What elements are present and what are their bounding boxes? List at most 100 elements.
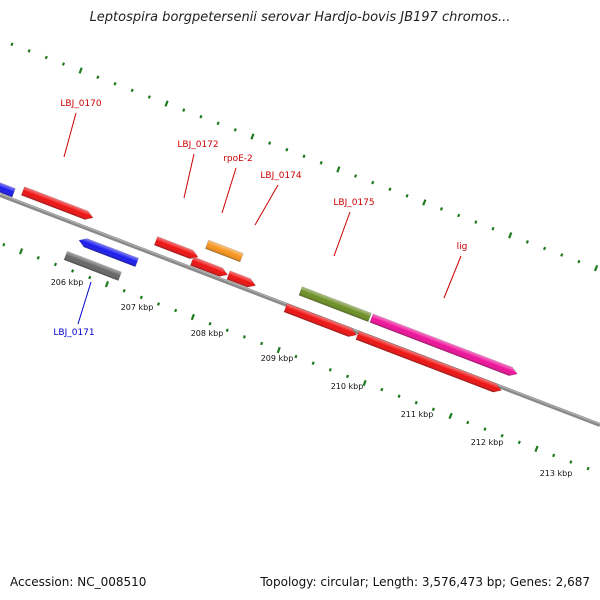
inner-tick-mark — [139, 295, 143, 300]
inner-tick-mark — [208, 321, 212, 326]
outer-tick-mark — [182, 108, 186, 112]
LBJ_0171-gene[interactable] — [77, 236, 139, 268]
outer-tick-mark — [525, 240, 529, 244]
inner-tick-mark — [71, 269, 75, 273]
gene-label[interactable]: LBJ_0172 — [177, 140, 218, 150]
inner-tick-mark — [294, 354, 298, 359]
LBJ_0171-cds[interactable] — [63, 250, 122, 281]
gene-label[interactable]: LBJ_0175 — [333, 198, 374, 208]
inner-tick-mark — [586, 466, 590, 471]
outer-tick-mark — [130, 88, 134, 93]
tick-label: 209 kbp — [261, 354, 294, 363]
inner-tick-mark — [517, 440, 521, 445]
outer-tick-mark — [61, 62, 66, 66]
outer-tick-mark — [336, 166, 341, 173]
gene-label[interactable]: LBJ_0174 — [260, 171, 302, 181]
label-layer: LBJ_0170 LBJ_0172 rpoE-2 LBJ_0174 LBJ_0175li… — [53, 99, 467, 338]
outer-tick-mark — [593, 264, 599, 272]
outer-tick-mark — [371, 180, 375, 185]
outer-tick-mark — [44, 55, 48, 60]
outer-tick-mark — [491, 226, 495, 231]
inner-tick-mark — [276, 346, 281, 354]
inner-tick-mark — [2, 242, 6, 247]
outer-tick-mark — [216, 121, 220, 126]
inner-tick-mark — [156, 302, 161, 306]
inner-tick-mark — [345, 374, 350, 379]
outer-tick-mark — [474, 220, 478, 224]
outer-tick-mark — [457, 213, 461, 218]
tick-label: 207 kbp — [121, 303, 154, 312]
inner-tick-mark — [88, 275, 92, 280]
inner-tick-mark — [414, 400, 418, 405]
outer-tick-mark — [577, 259, 581, 264]
inner-tick-mark — [448, 412, 453, 420]
rpoE-2-gene[interactable] — [205, 239, 244, 263]
outer-tick-mark — [27, 49, 31, 53]
LBJ_0174-gene[interactable] — [226, 270, 257, 290]
accession-text: Accession: NC_008510 — [10, 575, 147, 589]
inner-tick-mark — [174, 308, 178, 313]
inner-tick-mark — [362, 379, 367, 387]
outer-tick-mark — [250, 133, 255, 140]
outer-tick-mark — [353, 174, 358, 178]
map-title: Leptospira borgpetersenii serovar Hardjo… — [89, 10, 511, 25]
outer-tick-mark — [405, 194, 409, 198]
tick-dot-layer: 206 kbp 207 kbp 208 kbp 209 kbp 210 kbp 211 k… — [2, 42, 599, 478]
left-edge-gene[interactable] — [0, 180, 16, 198]
LBJ_0175-cds[interactable] — [283, 303, 358, 339]
outer-tick-mark — [199, 114, 203, 119]
label-leader-line — [183, 153, 195, 199]
inner-tick-mark — [242, 335, 246, 339]
tick-label: 211 kbp — [401, 410, 434, 419]
inner-tick-mark — [552, 453, 556, 458]
outer-tick-mark — [388, 187, 392, 192]
outer-tick-mark — [113, 81, 117, 86]
inner-tick-mark — [311, 361, 315, 366]
lig-cds[interactable] — [355, 330, 503, 395]
tick-label: 210 kbp — [331, 382, 364, 391]
label-leader-line — [63, 112, 77, 158]
inner-tick-mark — [380, 387, 384, 392]
LBJ_0175-gene[interactable] — [298, 286, 372, 323]
inner-tick-mark — [190, 313, 195, 321]
outer-tick-mark — [319, 161, 323, 165]
inner-tick-mark — [500, 433, 504, 438]
outer-tick-mark — [560, 253, 564, 257]
inner-tick-mark — [328, 368, 332, 372]
label-leader-line — [254, 184, 279, 226]
outer-tick-mark — [147, 95, 151, 99]
feature-layer — [0, 180, 519, 395]
outer-tick-mark — [78, 67, 83, 74]
inner-tick-mark — [104, 281, 110, 288]
inner-tick-mark — [466, 420, 470, 425]
gene-label[interactable]: rpoE-2 — [223, 154, 253, 164]
label-leader-line — [221, 167, 237, 214]
inner-tick-mark — [483, 427, 487, 431]
inner-tick-mark — [53, 262, 58, 267]
rpoE-2-cds[interactable] — [190, 256, 229, 279]
genome-summary-text: Topology: circular; Length: 3,576,473 bp… — [260, 575, 590, 589]
label-leader-line — [443, 255, 462, 299]
inner-tick-mark — [569, 460, 573, 464]
outer-tick-mark — [302, 154, 306, 159]
gene-label[interactable]: lig — [457, 242, 468, 252]
inner-tick-mark — [260, 341, 264, 346]
LBJ_0170-gene[interactable] — [20, 186, 94, 222]
gene-label[interactable]: LBJ_0170 — [60, 99, 102, 109]
tick-label: 213 kbp — [540, 469, 573, 478]
inner-tick-mark — [397, 394, 401, 399]
label-leader-line — [333, 211, 351, 257]
outer-tick-mark — [439, 207, 444, 211]
outer-tick-mark — [508, 232, 513, 239]
label-leader-line — [77, 281, 92, 325]
inner-tick-mark — [534, 445, 539, 453]
inner-tick-mark — [36, 256, 40, 260]
tick-label: 208 kbp — [191, 329, 224, 338]
lig-gene[interactable] — [369, 313, 519, 378]
outer-tick-mark — [96, 75, 100, 80]
inner-tick-mark — [431, 407, 435, 412]
tick-label: 212 kbp — [471, 438, 504, 447]
gene-label[interactable]: LBJ_0171 — [53, 328, 94, 338]
tick-label: 206 kbp — [51, 278, 84, 287]
